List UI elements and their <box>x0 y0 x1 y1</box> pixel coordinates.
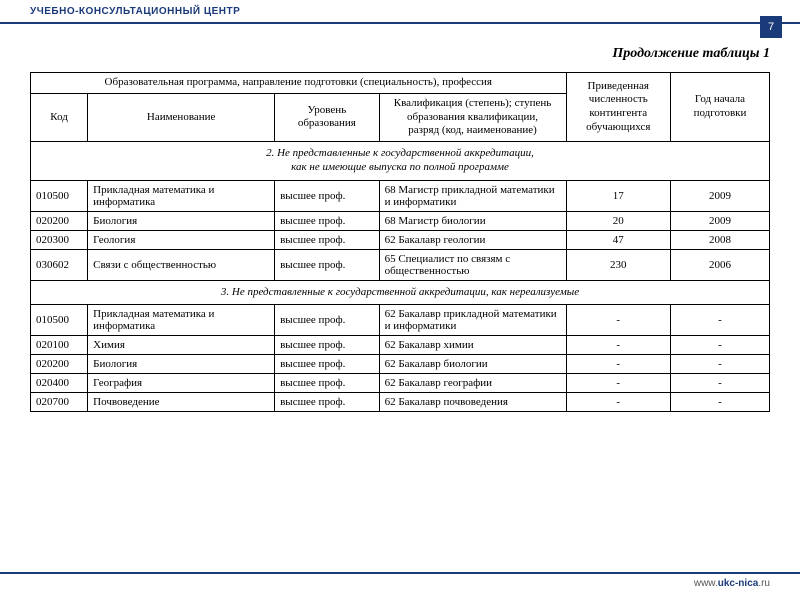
table-row: 030602Связи с общественностьювысшее проф… <box>31 249 770 280</box>
cell-level: высшее проф. <box>275 336 379 355</box>
cell-year: - <box>670 393 769 412</box>
cell-qual: 62 Бакалавр почвоведения <box>379 393 566 412</box>
cell-year: 2009 <box>670 180 769 211</box>
url-domain: ukc-nica <box>718 578 759 589</box>
cell-name: Биология <box>88 211 275 230</box>
cell-year: - <box>670 374 769 393</box>
cell-num: - <box>566 393 670 412</box>
cell-qual: 62 Бакалавр химии <box>379 336 566 355</box>
cell-code: 020700 <box>31 393 88 412</box>
cell-code: 030602 <box>31 249 88 280</box>
th-num: Приведенная численность контингента обуч… <box>566 73 670 142</box>
cell-code: 010500 <box>31 180 88 211</box>
cell-qual: 62 Бакалавр биологии <box>379 355 566 374</box>
table-row: 010500Прикладная математика и информатик… <box>31 305 770 336</box>
cell-level: высшее проф. <box>275 374 379 393</box>
cell-num: 230 <box>566 249 670 280</box>
cell-name: География <box>88 374 275 393</box>
th-code: Код <box>31 93 88 141</box>
cell-num: - <box>566 374 670 393</box>
cell-code: 020100 <box>31 336 88 355</box>
cell-level: высшее проф. <box>275 393 379 412</box>
th-group: Образовательная программа, направление п… <box>31 73 567 94</box>
cell-level: высшее проф. <box>275 230 379 249</box>
data-table: Образовательная программа, направление п… <box>30 72 770 412</box>
table-row: 020700Почвоведениевысшее проф.62 Бакалав… <box>31 393 770 412</box>
th-name: Наименование <box>88 93 275 141</box>
url-prefix: www. <box>694 578 718 589</box>
section-title: 3. Не представленные к государственной а… <box>31 280 770 305</box>
th-year: Год начала подготовки <box>670 73 769 142</box>
th-qual: Квалификация (степень); ступень образова… <box>379 93 566 141</box>
cell-year: - <box>670 355 769 374</box>
footer-bar: www.ukc-nica.ru <box>0 572 800 592</box>
cell-qual: 62 Бакалавр географии <box>379 374 566 393</box>
cell-num: - <box>566 355 670 374</box>
cell-code: 010500 <box>31 305 88 336</box>
table-row: 020200Биологиявысшее проф.62 Бакалавр би… <box>31 355 770 374</box>
table-caption: Продолжение таблицы 1 <box>30 46 770 62</box>
cell-level: высшее проф. <box>275 180 379 211</box>
url-suffix: .ru <box>758 578 770 589</box>
cell-name: Биология <box>88 355 275 374</box>
content: Продолжение таблицы 1 Образовательная пр… <box>0 24 800 412</box>
cell-num: 20 <box>566 211 670 230</box>
table-row: 010500Прикладная математика и информатик… <box>31 180 770 211</box>
cell-num: 17 <box>566 180 670 211</box>
cell-level: высшее проф. <box>275 355 379 374</box>
cell-qual: 62 Бакалавр прикладной математики и инфо… <box>379 305 566 336</box>
table-row: 020300Геологиявысшее проф.62 Бакалавр ге… <box>31 230 770 249</box>
cell-code: 020200 <box>31 355 88 374</box>
header-bar: УЧЕБНО-КОНСУЛЬТАЦИОННЫЙ ЦЕНТР <box>0 0 800 24</box>
section-title: 2. Не представленные к государственной а… <box>31 142 770 181</box>
footer-url: www.ukc-nica.ru <box>694 578 770 589</box>
table-row: 020100Химиявысшее проф.62 Бакалавр химии… <box>31 336 770 355</box>
table-row: 020400Географиявысшее проф.62 Бакалавр г… <box>31 374 770 393</box>
cell-code: 020300 <box>31 230 88 249</box>
cell-num: - <box>566 305 670 336</box>
cell-num: 47 <box>566 230 670 249</box>
org-title: УЧЕБНО-КОНСУЛЬТАЦИОННЫЙ ЦЕНТР <box>30 6 240 17</box>
cell-year: - <box>670 336 769 355</box>
cell-qual: 68 Магистр биологии <box>379 211 566 230</box>
cell-level: высшее проф. <box>275 305 379 336</box>
cell-level: высшее проф. <box>275 249 379 280</box>
th-level: Уровень образования <box>275 93 379 141</box>
cell-qual: 68 Магистр прикладной математики и инфор… <box>379 180 566 211</box>
cell-name: Почвоведение <box>88 393 275 412</box>
cell-name: Связи с общественностью <box>88 249 275 280</box>
cell-code: 020400 <box>31 374 88 393</box>
cell-year: 2009 <box>670 211 769 230</box>
cell-year: 2008 <box>670 230 769 249</box>
cell-level: высшее проф. <box>275 211 379 230</box>
cell-name: Геология <box>88 230 275 249</box>
cell-name: Химия <box>88 336 275 355</box>
page-number: 7 <box>760 16 782 38</box>
cell-qual: 62 Бакалавр геологии <box>379 230 566 249</box>
cell-name: Прикладная математика и информатика <box>88 180 275 211</box>
cell-name: Прикладная математика и информатика <box>88 305 275 336</box>
cell-year: - <box>670 305 769 336</box>
cell-qual: 65 Специалист по связям с общественность… <box>379 249 566 280</box>
cell-num: - <box>566 336 670 355</box>
table-row: 020200Биологиявысшее проф.68 Магистр био… <box>31 211 770 230</box>
cell-year: 2006 <box>670 249 769 280</box>
cell-code: 020200 <box>31 211 88 230</box>
